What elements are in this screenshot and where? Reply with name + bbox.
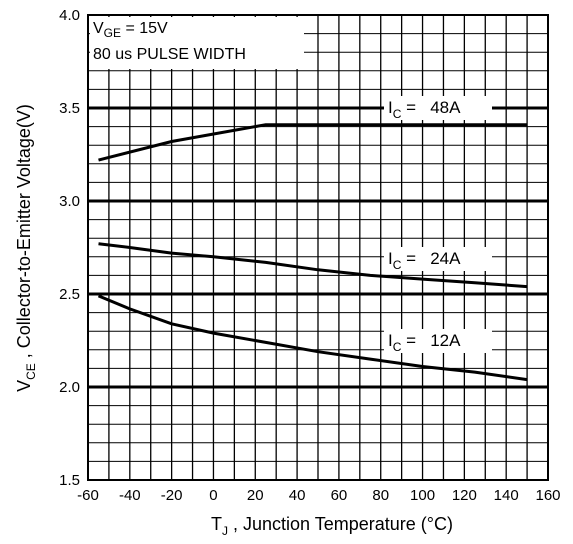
condition-vge-symbol: V: [93, 20, 104, 37]
series-label-background: [384, 329, 492, 353]
y-tick-label: 2.0: [59, 379, 80, 396]
series-label-symbol: I: [388, 249, 393, 268]
series-label: IC = 48A: [388, 98, 461, 121]
y-tick-label: 4.0: [59, 7, 80, 24]
x-tick-label: 40: [289, 487, 306, 504]
x-axis-symbol: T: [211, 514, 222, 534]
series-label-background: [384, 96, 492, 120]
y-tick-label: 3.5: [59, 100, 80, 117]
condition-vge-value: = 15V: [121, 20, 168, 37]
series-line: [98, 123, 528, 162]
y-axis-title: VCE , Collector-to-Emitter Voltage(V): [14, 104, 38, 392]
series-label-subscript: C: [393, 340, 402, 354]
x-tick-label: -40: [119, 487, 141, 504]
condition-pulse-width: 80 us PULSE WIDTH: [93, 46, 246, 63]
series-label-background: [384, 247, 492, 271]
y-tick-labels: 1.5 2.0 2.5 3.0 3.5 4.0: [59, 7, 80, 489]
x-tick-label: 120: [452, 487, 477, 504]
y-tick-label: 2.5: [59, 286, 80, 303]
x-tick-label: 100: [410, 487, 435, 504]
condition-vge: VGE = 15V: [93, 20, 168, 40]
series-line: [98, 242, 528, 289]
series-group: [97, 123, 528, 382]
x-tick-label: 140: [494, 487, 519, 504]
x-tick-label: 60: [331, 487, 348, 504]
major-gridlines: [88, 106, 548, 389]
x-tick-label: 160: [535, 487, 560, 504]
series-label-symbol: I: [388, 331, 393, 350]
x-axis-title: TJ , Junction Temperature (°C): [211, 514, 453, 538]
x-tick-label: 20: [247, 487, 264, 504]
y-tick-label: 1.5: [59, 472, 80, 489]
y-axis-description: , Collector-to-Emitter Voltage(V): [14, 104, 34, 363]
series-label-subscript: C: [393, 258, 402, 272]
y-axis-subscript: CE: [24, 363, 38, 380]
series-label-value: = 48A: [401, 98, 461, 117]
series-label: IC = 24A: [388, 249, 461, 272]
x-axis-subscript: J: [222, 524, 228, 538]
series-line: [97, 294, 528, 382]
x-tick-label: -60: [77, 487, 99, 504]
condition-box: [90, 17, 304, 69]
series-label: IC = 12A: [388, 331, 461, 354]
condition-vge-subscript: GE: [104, 26, 121, 40]
x-tick-labels: -60 -40 -20 0 20 40 60 80 100 120 140 160: [77, 487, 560, 504]
x-axis-description: , Junction Temperature (°C): [228, 514, 453, 534]
x-tick-label: -20: [161, 487, 183, 504]
grid: [88, 15, 548, 480]
plot-frame: [87, 14, 549, 481]
y-axis-symbol: V: [14, 380, 34, 392]
series-label-symbol: I: [388, 98, 393, 117]
x-tick-label: 80: [372, 487, 389, 504]
series-label-value: = 24A: [401, 249, 461, 268]
series-label-subscript: C: [393, 107, 402, 121]
series-label-value: = 12A: [401, 331, 461, 350]
y-tick-label: 3.0: [59, 193, 80, 210]
x-tick-label: 0: [209, 487, 217, 504]
